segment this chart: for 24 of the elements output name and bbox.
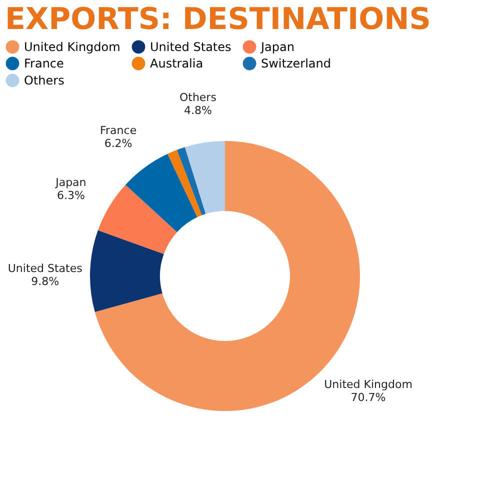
- slice-label: Others: [179, 91, 217, 104]
- donut-slice: [176, 147, 206, 216]
- slice-label: France: [100, 124, 137, 138]
- slice-label: Japan: [54, 176, 86, 189]
- slice-label: United Kingdom: [324, 378, 412, 391]
- slice-label: United States: [8, 262, 83, 276]
- data-label: 4.8%: [184, 104, 212, 118]
- donut-slice: [98, 184, 178, 254]
- data-label: 6.3%: [56, 188, 85, 202]
- legend-label: United Kingdom: [24, 40, 120, 54]
- chart-title: EXPORTS: DESTINATIONS: [5, 2, 431, 37]
- donut-slice: [184, 141, 225, 214]
- data-label: 70.7%: [350, 390, 386, 404]
- donut-slice: [90, 230, 164, 312]
- legend-label: Others: [24, 74, 64, 88]
- donut-slice: [168, 150, 202, 218]
- legend-label: Australia: [150, 56, 204, 70]
- donut-slice: [125, 154, 198, 232]
- data-label: 9.8%: [31, 275, 60, 288]
- legend-label: Japan: [260, 40, 294, 54]
- legend-label: Switzerland: [261, 56, 331, 70]
- legend-label: France: [24, 56, 64, 70]
- legend-label: United States: [150, 40, 232, 54]
- data-label: 6.2%: [104, 137, 132, 150]
